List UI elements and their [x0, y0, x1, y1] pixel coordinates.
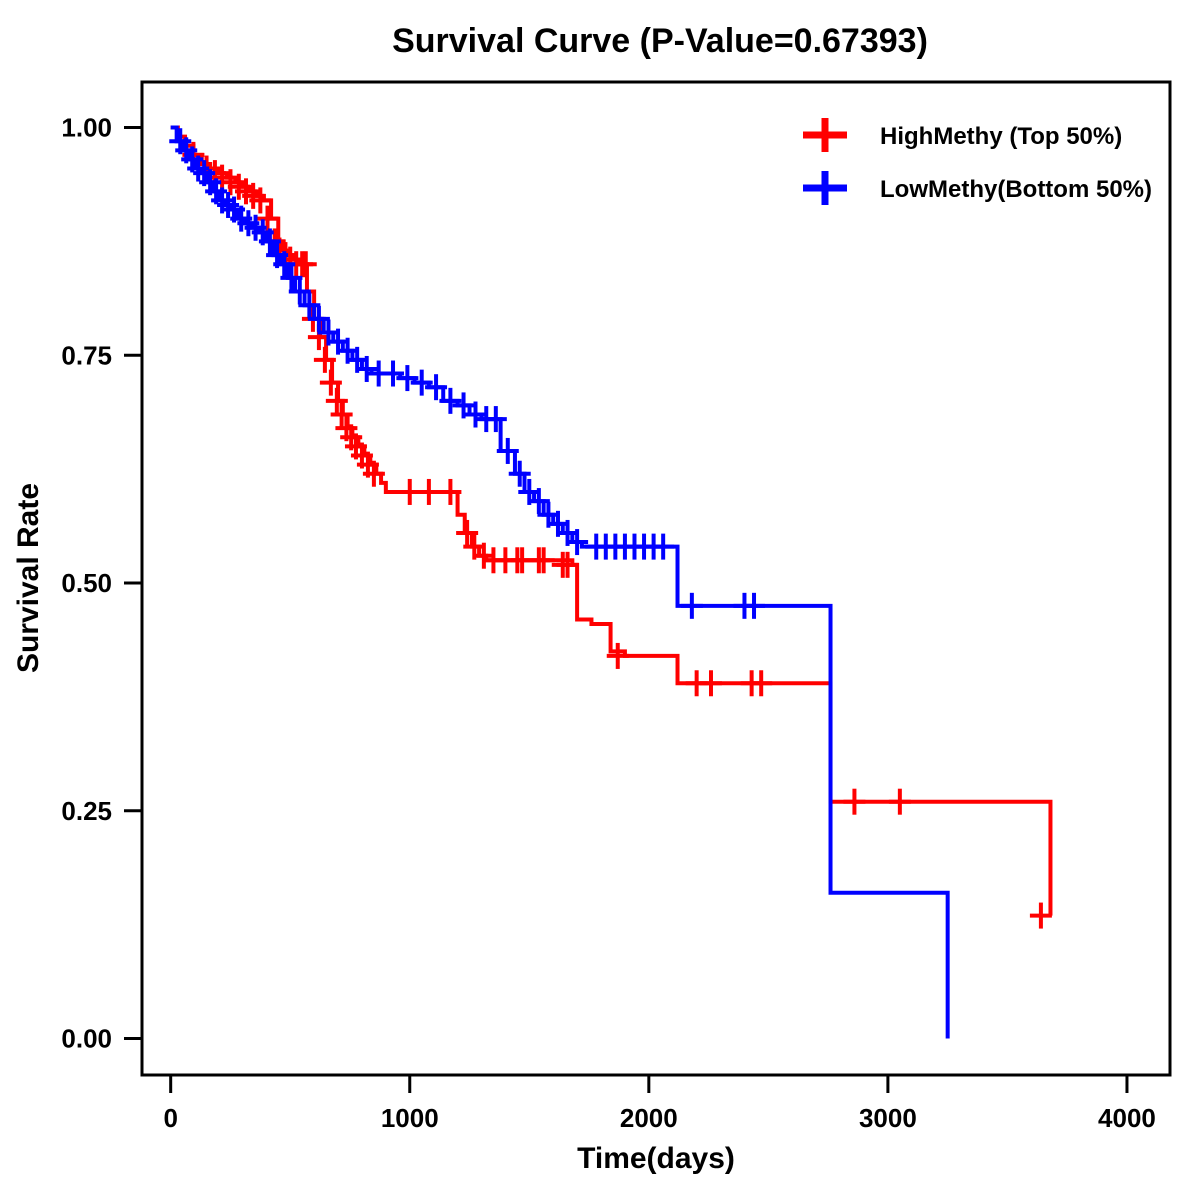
- y-tick-label: 1.00: [61, 113, 112, 143]
- x-axis-label: Time(days): [577, 1142, 735, 1175]
- x-tick-label: 4000: [1098, 1103, 1156, 1133]
- y-tick-label: 0.25: [61, 796, 112, 826]
- series-high-methy: [170, 125, 1053, 929]
- legend-label: LowMethy(Bottom 50%): [880, 176, 1152, 203]
- x-tick-label: 3000: [859, 1103, 917, 1133]
- chart-title: Survival Curve (P-Value=0.67393): [392, 22, 928, 60]
- y-axis-ticks: 0.00 0.25 0.50 0.75 1.00: [61, 113, 142, 1054]
- x-tick-label: 2000: [620, 1103, 678, 1133]
- series-layer: [169, 125, 1053, 1039]
- y-tick-label: 0.00: [61, 1024, 112, 1054]
- y-tick-label: 0.50: [61, 568, 112, 598]
- series-low-methy: [169, 125, 950, 1039]
- x-axis-ticks: 0 1000 2000 3000 4000: [163, 1075, 1156, 1133]
- y-axis-label: Survival Rate: [12, 483, 45, 673]
- chart-legend: HighMethy (Top 50%) LowMethy(Bottom 50%): [803, 118, 1152, 205]
- x-tick-label: 1000: [381, 1103, 439, 1133]
- legend-item-low-methy[interactable]: LowMethy(Bottom 50%): [803, 171, 1152, 205]
- x-tick-label: 0: [163, 1103, 177, 1133]
- plot-frame: [140, 80, 1172, 1077]
- legend-item-high-methy[interactable]: HighMethy (Top 50%): [803, 118, 1122, 152]
- legend-label: HighMethy (Top 50%): [880, 123, 1122, 150]
- y-tick-label: 0.75: [61, 340, 112, 370]
